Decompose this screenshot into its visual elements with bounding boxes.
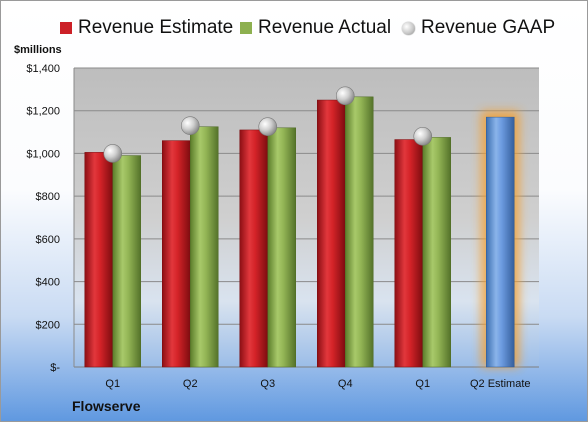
y-tick-label: $400 bbox=[36, 277, 60, 289]
legend-label-revenue-estimate: Revenue Estimate bbox=[78, 17, 234, 38]
legend-item-revenue-actual: Revenue Actual bbox=[240, 17, 391, 39]
legend-marker-gaap bbox=[402, 21, 415, 35]
y-tick-label: $1,000 bbox=[26, 148, 60, 160]
legend-item-revenue-estimate: Revenue Estimate bbox=[60, 17, 233, 39]
y-tick-label: $1,200 bbox=[26, 106, 60, 118]
y-axis-ticks: $- $200 $400 $600 $800 $1,000 $1,200 $1,400 bbox=[26, 63, 60, 374]
y-tick-label: $- bbox=[50, 362, 60, 374]
plot-area bbox=[74, 68, 539, 367]
bar-revenue-actual bbox=[267, 127, 296, 368]
y-tick-label: $600 bbox=[36, 234, 60, 246]
marker-revenue-gaap bbox=[103, 144, 123, 163]
bar-revenue-estimate bbox=[84, 152, 113, 368]
bar-revenue-actual bbox=[190, 126, 219, 368]
x-axis-ticks: Q1 Q2 Q3 Q4 Q1 Q2 Estimate bbox=[105, 378, 530, 390]
bar-revenue-actual bbox=[345, 96, 374, 368]
marker-revenue-gaap bbox=[180, 116, 200, 135]
marker-revenue-gaap bbox=[335, 86, 355, 106]
gaap-markers bbox=[103, 86, 433, 163]
bar-q2-estimate bbox=[486, 116, 515, 368]
x-tick-label: Q1 bbox=[415, 378, 430, 390]
y-axis-unit-label: $millions bbox=[14, 44, 62, 56]
legend-swatch-red bbox=[60, 22, 72, 34]
legend-swatch-green bbox=[240, 22, 252, 34]
bar-revenue-estimate bbox=[239, 129, 268, 368]
legend-item-revenue-gaap: Revenue GAAP bbox=[402, 17, 555, 39]
y-tick-label: $200 bbox=[36, 319, 60, 331]
legend-label-revenue-gaap: Revenue GAAP bbox=[421, 17, 556, 38]
bar-revenue-actual bbox=[422, 137, 451, 368]
x-tick-label: Q4 bbox=[338, 378, 353, 390]
y-tick-label: $800 bbox=[36, 191, 60, 203]
x-tick-label: Q2 bbox=[183, 378, 198, 390]
gridlines bbox=[73, 67, 539, 368]
legend: Revenue Estimate Revenue Actual Revenue … bbox=[0, 17, 588, 41]
bar-revenue-estimate bbox=[317, 99, 346, 368]
bars bbox=[84, 96, 515, 368]
bar-revenue-actual bbox=[112, 155, 141, 368]
y-tick-label: $1,400 bbox=[26, 63, 60, 75]
bar-revenue-estimate bbox=[162, 140, 191, 368]
x-tick-label: Q1 bbox=[105, 378, 120, 390]
marker-revenue-gaap bbox=[258, 117, 278, 137]
x-tick-label: Q2 Estimate bbox=[470, 378, 531, 390]
legend-label-revenue-actual: Revenue Actual bbox=[258, 17, 392, 38]
company-name: Flowserve bbox=[72, 398, 141, 414]
x-tick-label: Q3 bbox=[260, 378, 275, 390]
marker-revenue-gaap bbox=[413, 127, 433, 146]
bar-revenue-estimate bbox=[394, 139, 423, 368]
